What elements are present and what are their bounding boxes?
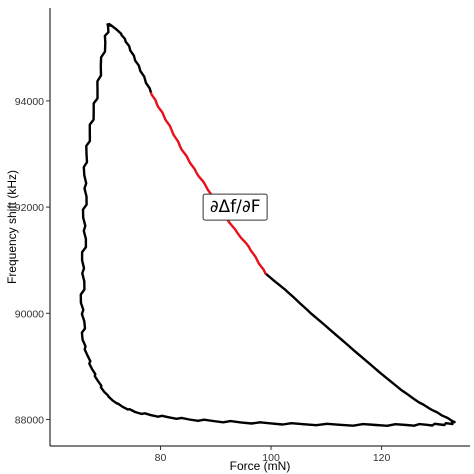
x-tick-label: 100 <box>262 452 280 464</box>
y-tick-label: 90000 <box>15 308 44 320</box>
y-tick-label: 92000 <box>15 202 44 214</box>
slope-segment-line <box>149 90 267 275</box>
x-axis-ticks: 80 100 120 <box>155 446 391 464</box>
y-axis-title: Frequency shift (kHz) <box>5 170 19 284</box>
y-tick-label: 88000 <box>15 414 44 426</box>
annotation-label: ∂Δf/∂F <box>202 193 268 221</box>
x-tick-label: 120 <box>373 452 391 464</box>
y-axis-ticks: 88000 90000 92000 94000 <box>15 96 50 426</box>
hysteresis-curve-line <box>264 272 456 424</box>
data-series-group <box>79 22 456 427</box>
hysteresis-curve-line <box>79 24 456 427</box>
y-tick-label: 94000 <box>15 96 44 108</box>
hysteresis-curve-line <box>106 22 152 93</box>
annotation-text: ∂Δf/∂F <box>210 197 261 217</box>
x-tick-label: 80 <box>155 452 167 464</box>
annotation-box <box>202 193 268 221</box>
x-axis-title: Force (mN) <box>230 459 291 473</box>
